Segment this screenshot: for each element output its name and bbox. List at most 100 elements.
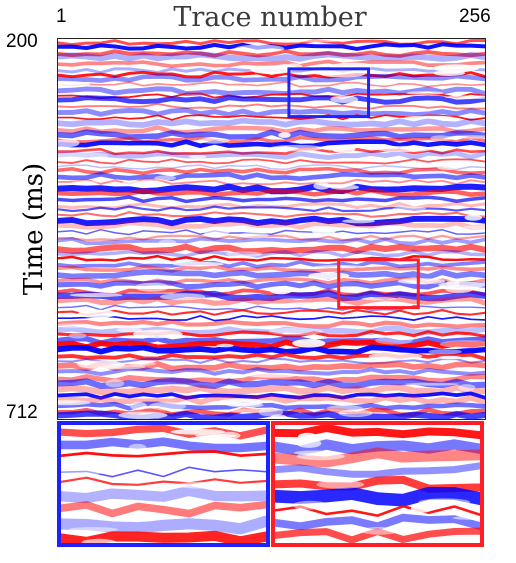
x-axis-title: Trace number	[173, 2, 367, 33]
reflector-gap	[292, 500, 328, 510]
reflector-gap	[447, 135, 485, 139]
reflector-gap	[217, 398, 264, 406]
reflector-gap	[439, 340, 485, 349]
reflector-gap	[118, 411, 168, 419]
reflector-gap	[463, 225, 485, 229]
reflector-stripe	[58, 314, 485, 322]
reflector-stripe	[58, 234, 485, 242]
reflector-stripe	[58, 117, 485, 128]
reflector-stripe	[58, 129, 485, 140]
reflector-gap	[176, 481, 223, 489]
reflector-gap	[292, 39, 343, 43]
reflector-gap	[437, 355, 462, 360]
reflector-stripe	[58, 357, 485, 365]
reflector-stripe	[275, 527, 480, 543]
reflector-gap	[58, 152, 109, 160]
reflector-gap	[313, 181, 331, 190]
reflector-stripe	[58, 344, 485, 355]
x-tick-min: 1	[56, 6, 67, 27]
reflector-stripe	[58, 171, 485, 182]
reflector-gap	[247, 372, 297, 378]
blue-inset-reflectors	[61, 425, 266, 543]
reflector-stripe	[58, 166, 485, 176]
reflector-stripe	[58, 391, 485, 400]
reflector-stripe	[58, 243, 485, 255]
reflector-gap	[368, 352, 423, 361]
reflector-gap	[71, 180, 99, 186]
reflector-gap	[444, 95, 485, 99]
reflector-gap	[158, 239, 177, 247]
reflector-stripe	[58, 264, 485, 273]
reflector-gap	[69, 292, 123, 298]
reflector-gap	[296, 452, 345, 461]
reflector-gap	[331, 144, 356, 153]
reflector-gap	[76, 462, 122, 469]
reflector-stripe	[58, 39, 485, 47]
reflector-gap	[275, 438, 312, 443]
reflector-gap	[121, 180, 149, 187]
reflector-stripe	[58, 254, 485, 262]
reflector-stripe	[58, 103, 485, 110]
reflector-stripe	[61, 437, 266, 453]
reflector-gap	[464, 214, 483, 221]
reflector-gap	[68, 527, 118, 532]
reflector-gap	[308, 272, 350, 280]
reflector-stripe	[58, 290, 485, 302]
reflector-gap	[404, 382, 460, 386]
reflector-gap	[368, 78, 398, 86]
reflector-gap	[58, 400, 91, 406]
reflector-stripe	[58, 195, 485, 204]
y-tick-bottom: 712	[6, 402, 38, 423]
reflector-gap	[128, 443, 147, 451]
reflector-stripe	[61, 476, 266, 486]
reflector-gap	[216, 343, 234, 348]
x-tick-max: 256	[459, 6, 491, 27]
reflector-stripe	[58, 295, 485, 306]
blue-inset-zoom	[57, 421, 270, 547]
reflector-gap	[77, 309, 118, 318]
reflector-gap	[436, 164, 460, 171]
reflector-gap	[116, 327, 143, 333]
reflector-stripe	[58, 352, 485, 361]
reflector-gap	[418, 498, 471, 506]
reflector-stripe	[275, 513, 480, 531]
reflector-gap	[172, 261, 224, 267]
reflector-stripe	[58, 339, 485, 350]
reflector-stripe	[58, 236, 485, 246]
reflector-stripe	[58, 269, 485, 280]
y-tick-top: 200	[6, 31, 38, 52]
reflector-gap	[292, 339, 326, 348]
reflector-stripe	[58, 135, 485, 144]
reflector-stripe	[58, 125, 485, 135]
reflector-stripe	[58, 150, 485, 161]
reflector-stripe	[58, 394, 485, 406]
reflector-stripe	[58, 139, 485, 149]
reflector-stripe	[275, 462, 480, 478]
reflector-stripe	[58, 73, 485, 83]
reflector-gap	[228, 335, 272, 340]
reflector-gap	[159, 293, 206, 301]
reflector-gap	[58, 80, 91, 88]
reflector-stripe	[58, 249, 485, 258]
reflector-stripe	[58, 59, 485, 69]
reflector-stripe	[58, 107, 485, 118]
reflector-gap	[406, 91, 444, 95]
reflector-stripe	[58, 319, 485, 329]
reflector-gap	[329, 184, 360, 190]
reflector-gap	[170, 428, 226, 435]
reflector-stripe	[58, 211, 485, 218]
reflector-gap	[269, 286, 293, 295]
reflector-stripe	[58, 158, 485, 165]
reflector-gap	[404, 115, 454, 119]
reflector-gap	[202, 227, 231, 236]
reflector-gap	[278, 132, 291, 138]
reflector-stripe	[58, 384, 485, 396]
reflector-stripe	[58, 329, 485, 338]
reflector-gap	[58, 138, 80, 148]
reflector-gap	[226, 251, 263, 258]
reflector-gap	[452, 516, 480, 520]
reflector-stripe	[275, 505, 480, 517]
reflector-stripe	[58, 215, 485, 227]
reflector-stripe	[58, 49, 485, 58]
reflector-gap	[227, 408, 278, 413]
